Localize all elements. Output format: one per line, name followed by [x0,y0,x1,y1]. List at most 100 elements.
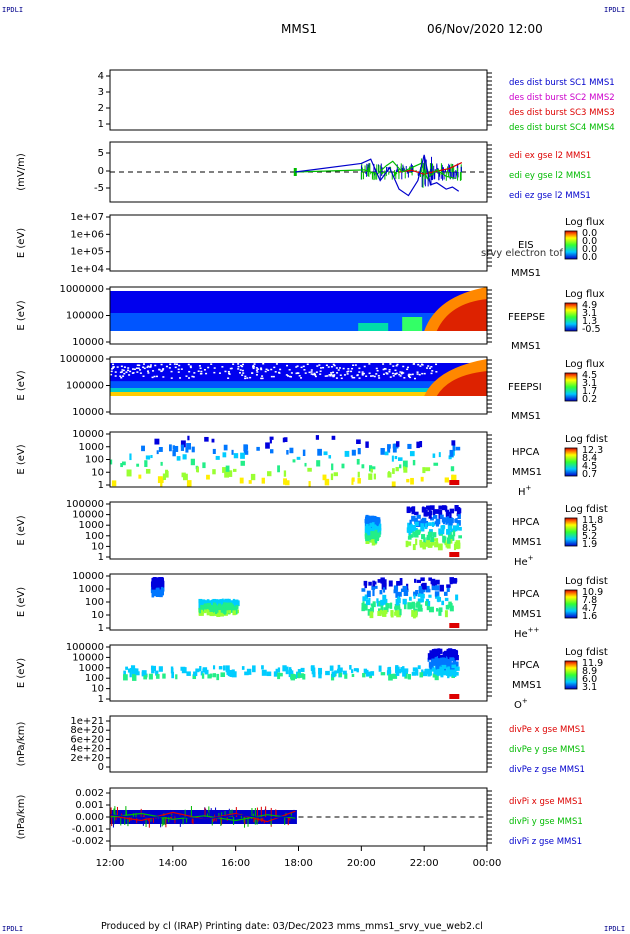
spectrogram-cell [331,435,336,440]
speckle [288,369,291,371]
speckle [185,375,188,377]
speckle [350,375,353,377]
spectrogram-cell [206,474,210,480]
speckle [419,365,422,367]
speckle [369,375,372,377]
speckle [385,372,388,374]
corner-label-bottom-right: IPDLI [604,925,626,933]
spectrogram-cell [373,531,376,538]
spectrogram-cell [212,665,216,670]
spectrogram-cell [392,468,395,474]
spectrogram-cell [204,436,209,442]
spectrogram-cell [357,478,361,484]
spectrogram-cell [429,650,434,654]
spectrogram-cell [368,581,372,586]
colorbar-tick-label: 8.4 [582,453,597,464]
speckle [270,368,273,371]
spectrogram-cell [370,671,375,676]
speckle [121,369,124,371]
spectrogram-cell [315,435,319,440]
speckle [179,377,182,379]
spectrogram-cell [222,452,227,458]
spectrogram-cell [399,464,402,469]
spectrogram-cell [436,608,439,612]
speckle [330,373,333,376]
y-tick-label: 1e+07 [70,212,104,223]
spectrogram-cell [417,598,423,603]
spectrogram-cell [425,668,430,675]
spectrogram-cell [366,536,372,540]
x-tick-label: 16:00 [221,858,250,869]
speckle [189,365,192,367]
spectrogram-cell [380,672,386,676]
spectrogram-cell [160,461,163,466]
spectrogram-cell [282,437,285,443]
spectrogram-cell [417,665,421,670]
speckle [361,371,364,373]
spectrogram-cell [191,446,195,453]
spectrogram-cell [129,667,133,672]
speckle [346,371,349,373]
spectrogram-cell [212,673,217,678]
spectrogram-cell [424,541,429,547]
colorbar-tick-label: 3.1 [582,308,597,319]
spectrogram-cell [434,673,439,681]
spectrogram-cell [209,600,212,606]
speckle [388,369,391,371]
spectrogram-cell [209,608,214,612]
speckle [288,375,291,378]
speckle [340,377,343,380]
spectrogram-cell [433,538,438,542]
y-tick-label: 1 [98,694,104,705]
spectrogram-cell [455,594,459,601]
spectrogram-cell [185,447,189,453]
y-tick-label: 100000 [66,499,104,510]
speckle [267,369,270,372]
speckle [298,375,301,377]
speckle [153,375,156,378]
y-tick-label: 100000 [66,642,104,653]
speckle [406,366,409,369]
y-tick-label: 0.000 [75,812,104,823]
species-label: O+ [514,697,528,711]
spectrogram-cell [395,587,398,592]
speckle [110,373,113,376]
speckle [306,363,309,366]
spectrogram-cell [428,513,432,519]
spectrogram-cell [381,582,387,590]
spectrogram-cell [132,674,137,681]
speckle [395,364,398,367]
speckle [351,376,354,379]
colorbar [564,589,578,619]
spectrogram-cell [422,467,426,474]
speckle [278,371,281,374]
speckle [290,372,293,374]
spectrogram-cell [206,602,211,608]
spectrogram-cell [311,667,316,675]
speckle [286,364,289,367]
panel-frame-hpca_he2 [109,573,488,631]
spectrogram-cell [364,582,367,589]
speckle [142,363,145,365]
spectrogram-cell [387,448,391,453]
y-tick-label: 4e+20 [70,744,104,755]
colorbar-tick-label: 4.5 [582,461,597,472]
corner-label-top-left: IPDLI [2,6,24,14]
spectrogram-cell [186,443,191,450]
colorbar-tick-label: 12.3 [582,445,603,456]
spectrogram-cell [454,654,459,661]
spectrogram-cell [446,584,451,588]
spacecraft-label: MMS1 [512,467,542,478]
speckle [316,365,319,367]
speckle [260,367,263,369]
speckle [392,365,395,367]
speckle [169,363,172,366]
spectrogram-cell [390,610,394,616]
colorbar-tick-label: 1.6 [582,611,597,622]
spectrogram-cell [455,446,461,451]
corner-label-top-right: IPDLI [604,6,626,14]
speckle [319,373,322,375]
spectrogram-cell [452,450,455,456]
spectrogram-cell [439,514,444,519]
speckle [162,376,165,378]
